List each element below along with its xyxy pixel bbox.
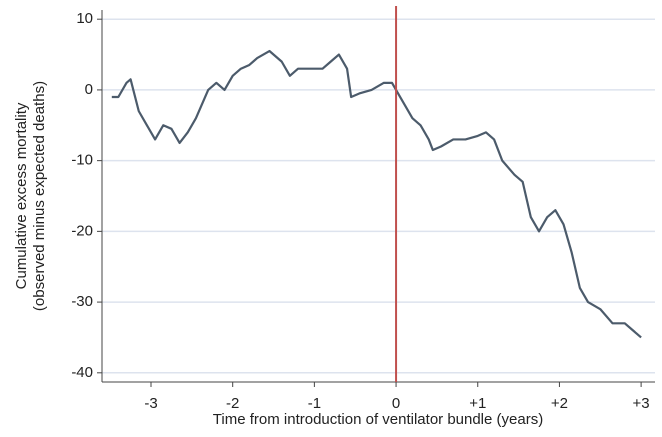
- y-tick-label: -30: [71, 293, 93, 310]
- data-line: [111, 49, 642, 339]
- y-axis-label: Cumulative excess mortality: [13, 102, 30, 289]
- x-tick-label: +2: [551, 395, 568, 412]
- y-tick-label: -20: [71, 222, 93, 239]
- x-tick-label: -1: [308, 395, 321, 412]
- x-tick-label: 0: [392, 395, 400, 412]
- y-axis-label: (observed minus expected deaths): [31, 81, 48, 311]
- x-tick-label: +1: [469, 395, 486, 412]
- x-tick-label: -2: [226, 395, 239, 412]
- y-tick-label: 0: [85, 81, 93, 98]
- y-tick-label: -40: [71, 364, 93, 381]
- x-tick-label: -3: [144, 395, 157, 412]
- x-axis-label: Time from introduction of ventilator bun…: [213, 411, 543, 428]
- y-tick-label: -10: [71, 152, 93, 169]
- x-tick-label: +3: [633, 395, 650, 412]
- y-tick-label: 10: [76, 10, 93, 27]
